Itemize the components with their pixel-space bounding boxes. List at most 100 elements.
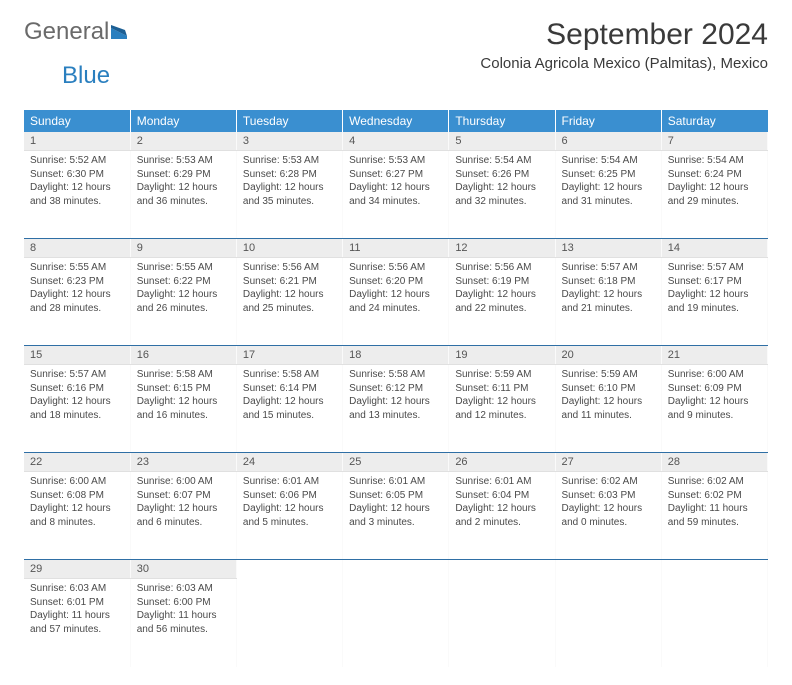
day-content-cell: Sunrise: 5:53 AMSunset: 6:27 PMDaylight:… <box>343 151 449 239</box>
logo-word1: General <box>24 18 109 46</box>
sunset-line: Sunset: 6:29 PM <box>137 168 230 182</box>
day-content-cell: Sunrise: 5:57 AMSunset: 6:16 PMDaylight:… <box>24 365 130 453</box>
weekday-header: Tuesday <box>236 110 342 132</box>
daylight-line: Daylight: 12 hours and 22 minutes. <box>455 288 548 315</box>
sunset-line: Sunset: 6:20 PM <box>349 275 442 289</box>
sunrise-line: Sunrise: 5:54 AM <box>562 154 655 168</box>
day-number-cell <box>449 560 555 579</box>
day-content-cell <box>449 579 555 667</box>
sunset-line: Sunset: 6:16 PM <box>30 382 124 396</box>
sunrise-line: Sunrise: 5:52 AM <box>30 154 124 168</box>
content-row: Sunrise: 5:57 AMSunset: 6:16 PMDaylight:… <box>24 365 768 453</box>
sunrise-line: Sunrise: 5:59 AM <box>455 368 548 382</box>
sunrise-line: Sunrise: 5:57 AM <box>30 368 124 382</box>
sunrise-line: Sunrise: 6:03 AM <box>30 582 124 596</box>
sunrise-line: Sunrise: 5:57 AM <box>668 261 761 275</box>
sunrise-line: Sunrise: 5:55 AM <box>30 261 124 275</box>
weekday-header: Saturday <box>661 110 767 132</box>
daylight-line: Daylight: 12 hours and 6 minutes. <box>137 502 230 529</box>
day-content-cell: Sunrise: 5:53 AMSunset: 6:29 PMDaylight:… <box>130 151 236 239</box>
day-number-cell: 7 <box>661 132 767 151</box>
daylight-line: Daylight: 12 hours and 24 minutes. <box>349 288 442 315</box>
day-number-cell: 8 <box>24 239 130 258</box>
day-content-cell: Sunrise: 5:56 AMSunset: 6:19 PMDaylight:… <box>449 258 555 346</box>
sunrise-line: Sunrise: 5:53 AM <box>137 154 230 168</box>
day-number-cell: 14 <box>661 239 767 258</box>
day-content-cell <box>343 579 449 667</box>
sunset-line: Sunset: 6:09 PM <box>668 382 761 396</box>
daylight-line: Daylight: 12 hours and 3 minutes. <box>349 502 442 529</box>
day-content-cell: Sunrise: 5:55 AMSunset: 6:23 PMDaylight:… <box>24 258 130 346</box>
weekday-header: Friday <box>555 110 661 132</box>
day-number-cell: 21 <box>661 346 767 365</box>
day-number-cell: 26 <box>449 453 555 472</box>
day-content-cell <box>555 579 661 667</box>
day-number-cell <box>343 560 449 579</box>
sunrise-line: Sunrise: 6:00 AM <box>668 368 761 382</box>
sunrise-line: Sunrise: 6:00 AM <box>30 475 124 489</box>
day-content-cell: Sunrise: 6:03 AMSunset: 6:01 PMDaylight:… <box>24 579 130 667</box>
daylight-line: Daylight: 12 hours and 36 minutes. <box>137 181 230 208</box>
sunset-line: Sunset: 6:06 PM <box>243 489 336 503</box>
sunset-line: Sunset: 6:04 PM <box>455 489 548 503</box>
day-content-cell: Sunrise: 5:54 AMSunset: 6:26 PMDaylight:… <box>449 151 555 239</box>
day-number-cell: 9 <box>130 239 236 258</box>
daylight-line: Daylight: 12 hours and 11 minutes. <box>562 395 655 422</box>
day-content-cell: Sunrise: 6:00 AMSunset: 6:08 PMDaylight:… <box>24 472 130 560</box>
daynum-row: 22232425262728 <box>24 453 768 472</box>
daylight-line: Daylight: 11 hours and 57 minutes. <box>30 609 124 636</box>
sunrise-line: Sunrise: 6:02 AM <box>668 475 761 489</box>
weekday-header-row: SundayMondayTuesdayWednesdayThursdayFrid… <box>24 110 768 132</box>
day-number-cell: 16 <box>130 346 236 365</box>
daylight-line: Daylight: 12 hours and 18 minutes. <box>30 395 124 422</box>
daylight-line: Daylight: 11 hours and 56 minutes. <box>137 609 230 636</box>
day-content-cell: Sunrise: 6:00 AMSunset: 6:09 PMDaylight:… <box>661 365 767 453</box>
logo-flag-icon <box>111 18 129 46</box>
day-content-cell: Sunrise: 5:57 AMSunset: 6:18 PMDaylight:… <box>555 258 661 346</box>
sunset-line: Sunset: 6:23 PM <box>30 275 124 289</box>
content-row: Sunrise: 5:52 AMSunset: 6:30 PMDaylight:… <box>24 151 768 239</box>
daylight-line: Daylight: 12 hours and 13 minutes. <box>349 395 442 422</box>
sunrise-line: Sunrise: 6:01 AM <box>455 475 548 489</box>
sunrise-line: Sunrise: 5:53 AM <box>349 154 442 168</box>
day-content-cell: Sunrise: 5:58 AMSunset: 6:12 PMDaylight:… <box>343 365 449 453</box>
day-number-cell <box>555 560 661 579</box>
content-row: Sunrise: 5:55 AMSunset: 6:23 PMDaylight:… <box>24 258 768 346</box>
daylight-line: Daylight: 12 hours and 9 minutes. <box>668 395 761 422</box>
day-content-cell: Sunrise: 5:54 AMSunset: 6:24 PMDaylight:… <box>661 151 767 239</box>
sunrise-line: Sunrise: 6:02 AM <box>562 475 655 489</box>
sunset-line: Sunset: 6:24 PM <box>668 168 761 182</box>
sunrise-line: Sunrise: 5:57 AM <box>562 261 655 275</box>
sunset-line: Sunset: 6:17 PM <box>668 275 761 289</box>
sunrise-line: Sunrise: 5:58 AM <box>349 368 442 382</box>
day-content-cell: Sunrise: 6:02 AMSunset: 6:03 PMDaylight:… <box>555 472 661 560</box>
sunset-line: Sunset: 6:15 PM <box>137 382 230 396</box>
daylight-line: Daylight: 12 hours and 29 minutes. <box>668 181 761 208</box>
day-number-cell: 10 <box>236 239 342 258</box>
sunrise-line: Sunrise: 6:01 AM <box>243 475 336 489</box>
day-number-cell: 15 <box>24 346 130 365</box>
sunrise-line: Sunrise: 5:58 AM <box>243 368 336 382</box>
daylight-line: Daylight: 12 hours and 34 minutes. <box>349 181 442 208</box>
sunrise-line: Sunrise: 5:56 AM <box>455 261 548 275</box>
day-number-cell <box>236 560 342 579</box>
day-content-cell: Sunrise: 5:52 AMSunset: 6:30 PMDaylight:… <box>24 151 130 239</box>
sunrise-line: Sunrise: 5:55 AM <box>137 261 230 275</box>
day-number-cell: 28 <box>661 453 767 472</box>
day-content-cell: Sunrise: 6:01 AMSunset: 6:04 PMDaylight:… <box>449 472 555 560</box>
day-content-cell: Sunrise: 6:00 AMSunset: 6:07 PMDaylight:… <box>130 472 236 560</box>
day-number-cell: 6 <box>555 132 661 151</box>
daylight-line: Daylight: 12 hours and 19 minutes. <box>668 288 761 315</box>
weekday-header: Wednesday <box>343 110 449 132</box>
daylight-line: Daylight: 12 hours and 0 minutes. <box>562 502 655 529</box>
day-number-cell: 11 <box>343 239 449 258</box>
day-number-cell: 27 <box>555 453 661 472</box>
day-number-cell: 17 <box>236 346 342 365</box>
daylight-line: Daylight: 12 hours and 31 minutes. <box>562 181 655 208</box>
daylight-line: Daylight: 12 hours and 35 minutes. <box>243 181 336 208</box>
daylight-line: Daylight: 12 hours and 38 minutes. <box>30 181 124 208</box>
daynum-row: 891011121314 <box>24 239 768 258</box>
day-content-cell: Sunrise: 5:56 AMSunset: 6:20 PMDaylight:… <box>343 258 449 346</box>
day-content-cell: Sunrise: 5:53 AMSunset: 6:28 PMDaylight:… <box>236 151 342 239</box>
day-number-cell: 22 <box>24 453 130 472</box>
